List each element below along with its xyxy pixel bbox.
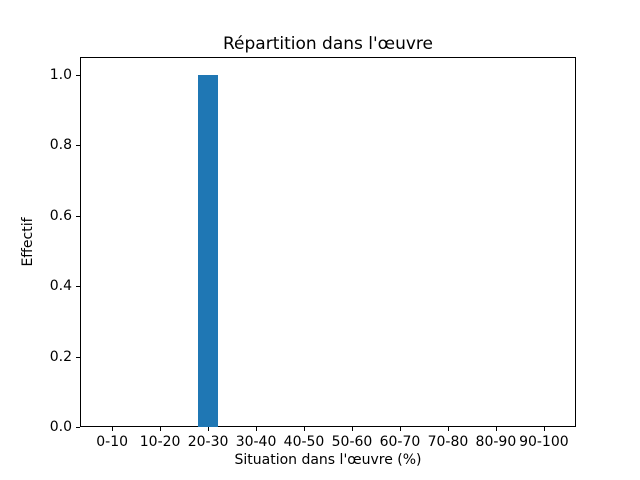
x-tick-mark (544, 427, 545, 431)
y-tick-label: 0.6 (49, 207, 72, 224)
x-tick-mark (256, 427, 257, 431)
x-tick-label: 90-100 (519, 434, 569, 450)
plot-area (80, 57, 576, 427)
bar-20-30 (198, 74, 218, 427)
y-tick-label: 0.8 (49, 137, 72, 154)
y-tick-mark (76, 357, 80, 358)
y-tick-label: 1.0 (49, 66, 72, 83)
x-tick-label: 20-30 (187, 434, 229, 450)
y-tick-mark (76, 145, 80, 146)
y-tick-label: 0.4 (49, 278, 72, 295)
x-tick-label: 50-60 (331, 434, 373, 450)
x-tick-label: 0-10 (96, 434, 129, 450)
x-tick-label: 10-20 (139, 434, 181, 450)
x-tick-label: 40-50 (283, 434, 325, 450)
y-tick-mark (76, 216, 80, 217)
x-tick-mark (160, 427, 161, 431)
x-tick-label: 60-70 (379, 434, 421, 450)
x-tick-mark (496, 427, 497, 431)
x-tick-mark (352, 427, 353, 431)
x-tick-label: 70-80 (427, 434, 469, 450)
x-tick-mark (400, 427, 401, 431)
x-tick-mark (304, 427, 305, 431)
y-tick-mark (76, 75, 80, 76)
y-tick-label: 0.0 (49, 419, 72, 435)
x-axis-label: Situation dans l'œuvre (%) (234, 452, 422, 468)
x-tick-label: 30-40 (235, 434, 277, 450)
y-tick-label: 0.2 (49, 348, 72, 365)
y-tick-mark (76, 286, 80, 287)
x-tick-mark (208, 427, 209, 431)
y-axis-label: Effectif (20, 217, 36, 267)
x-tick-mark (112, 427, 113, 431)
x-tick-label: 80-90 (475, 434, 517, 450)
chart-title: Répartition dans l'œuvre (222, 34, 433, 54)
y-tick-mark (76, 427, 80, 428)
x-tick-mark (448, 427, 449, 431)
